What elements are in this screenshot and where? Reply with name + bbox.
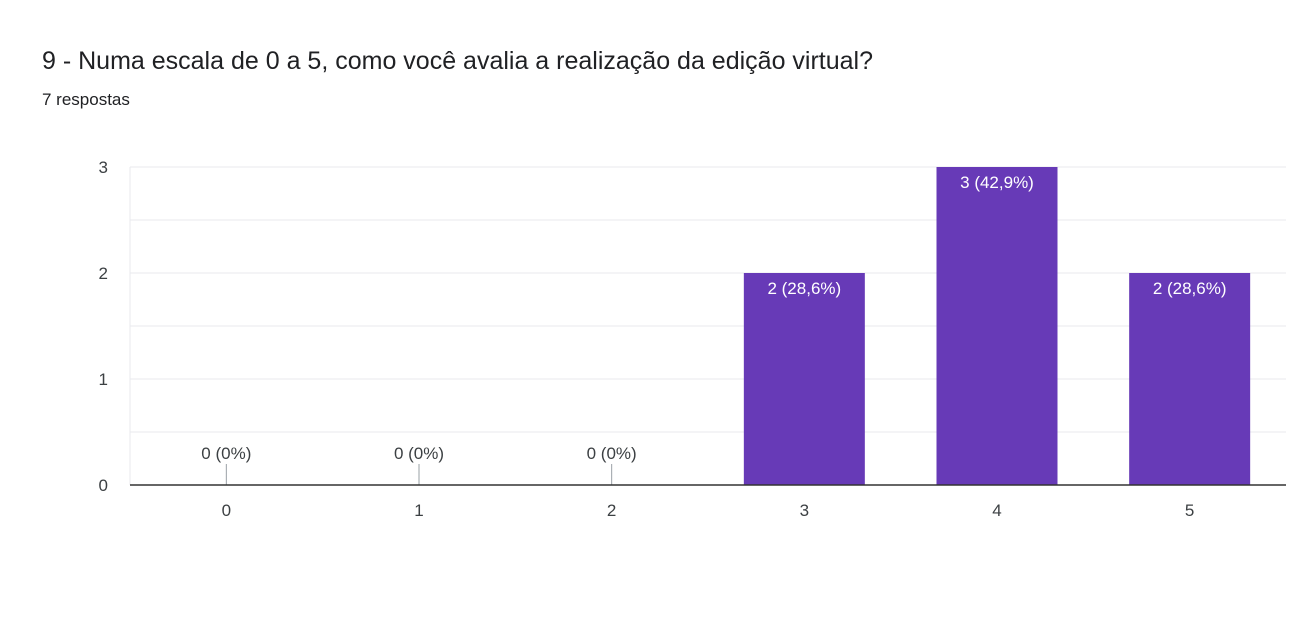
x-tick-label: 0: [222, 501, 231, 520]
bar: [1129, 273, 1251, 485]
bar: [743, 273, 865, 485]
data-label: 2 (28,6%): [767, 279, 841, 298]
data-label: 0 (0%): [394, 444, 444, 463]
data-label: 2 (28,6%): [1153, 279, 1227, 298]
response-count: 7 respostas: [42, 90, 130, 109]
x-tick-label: 2: [607, 501, 616, 520]
x-tick-label: 4: [992, 501, 1001, 520]
x-tick-label: 5: [1185, 501, 1194, 520]
y-tick-label: 3: [99, 158, 108, 177]
data-label: 0 (0%): [587, 444, 637, 463]
chart-title: 9 - Numa escala de 0 a 5, como você aval…: [42, 47, 874, 75]
data-label: 3 (42,9%): [960, 173, 1034, 192]
bar: [936, 167, 1058, 485]
y-tick-label: 2: [99, 264, 108, 283]
y-tick-label: 1: [99, 370, 108, 389]
x-tick-label: 1: [414, 501, 423, 520]
data-label: 0 (0%): [201, 444, 251, 463]
x-tick-label: 3: [800, 501, 809, 520]
y-tick-label: 0: [99, 476, 108, 495]
